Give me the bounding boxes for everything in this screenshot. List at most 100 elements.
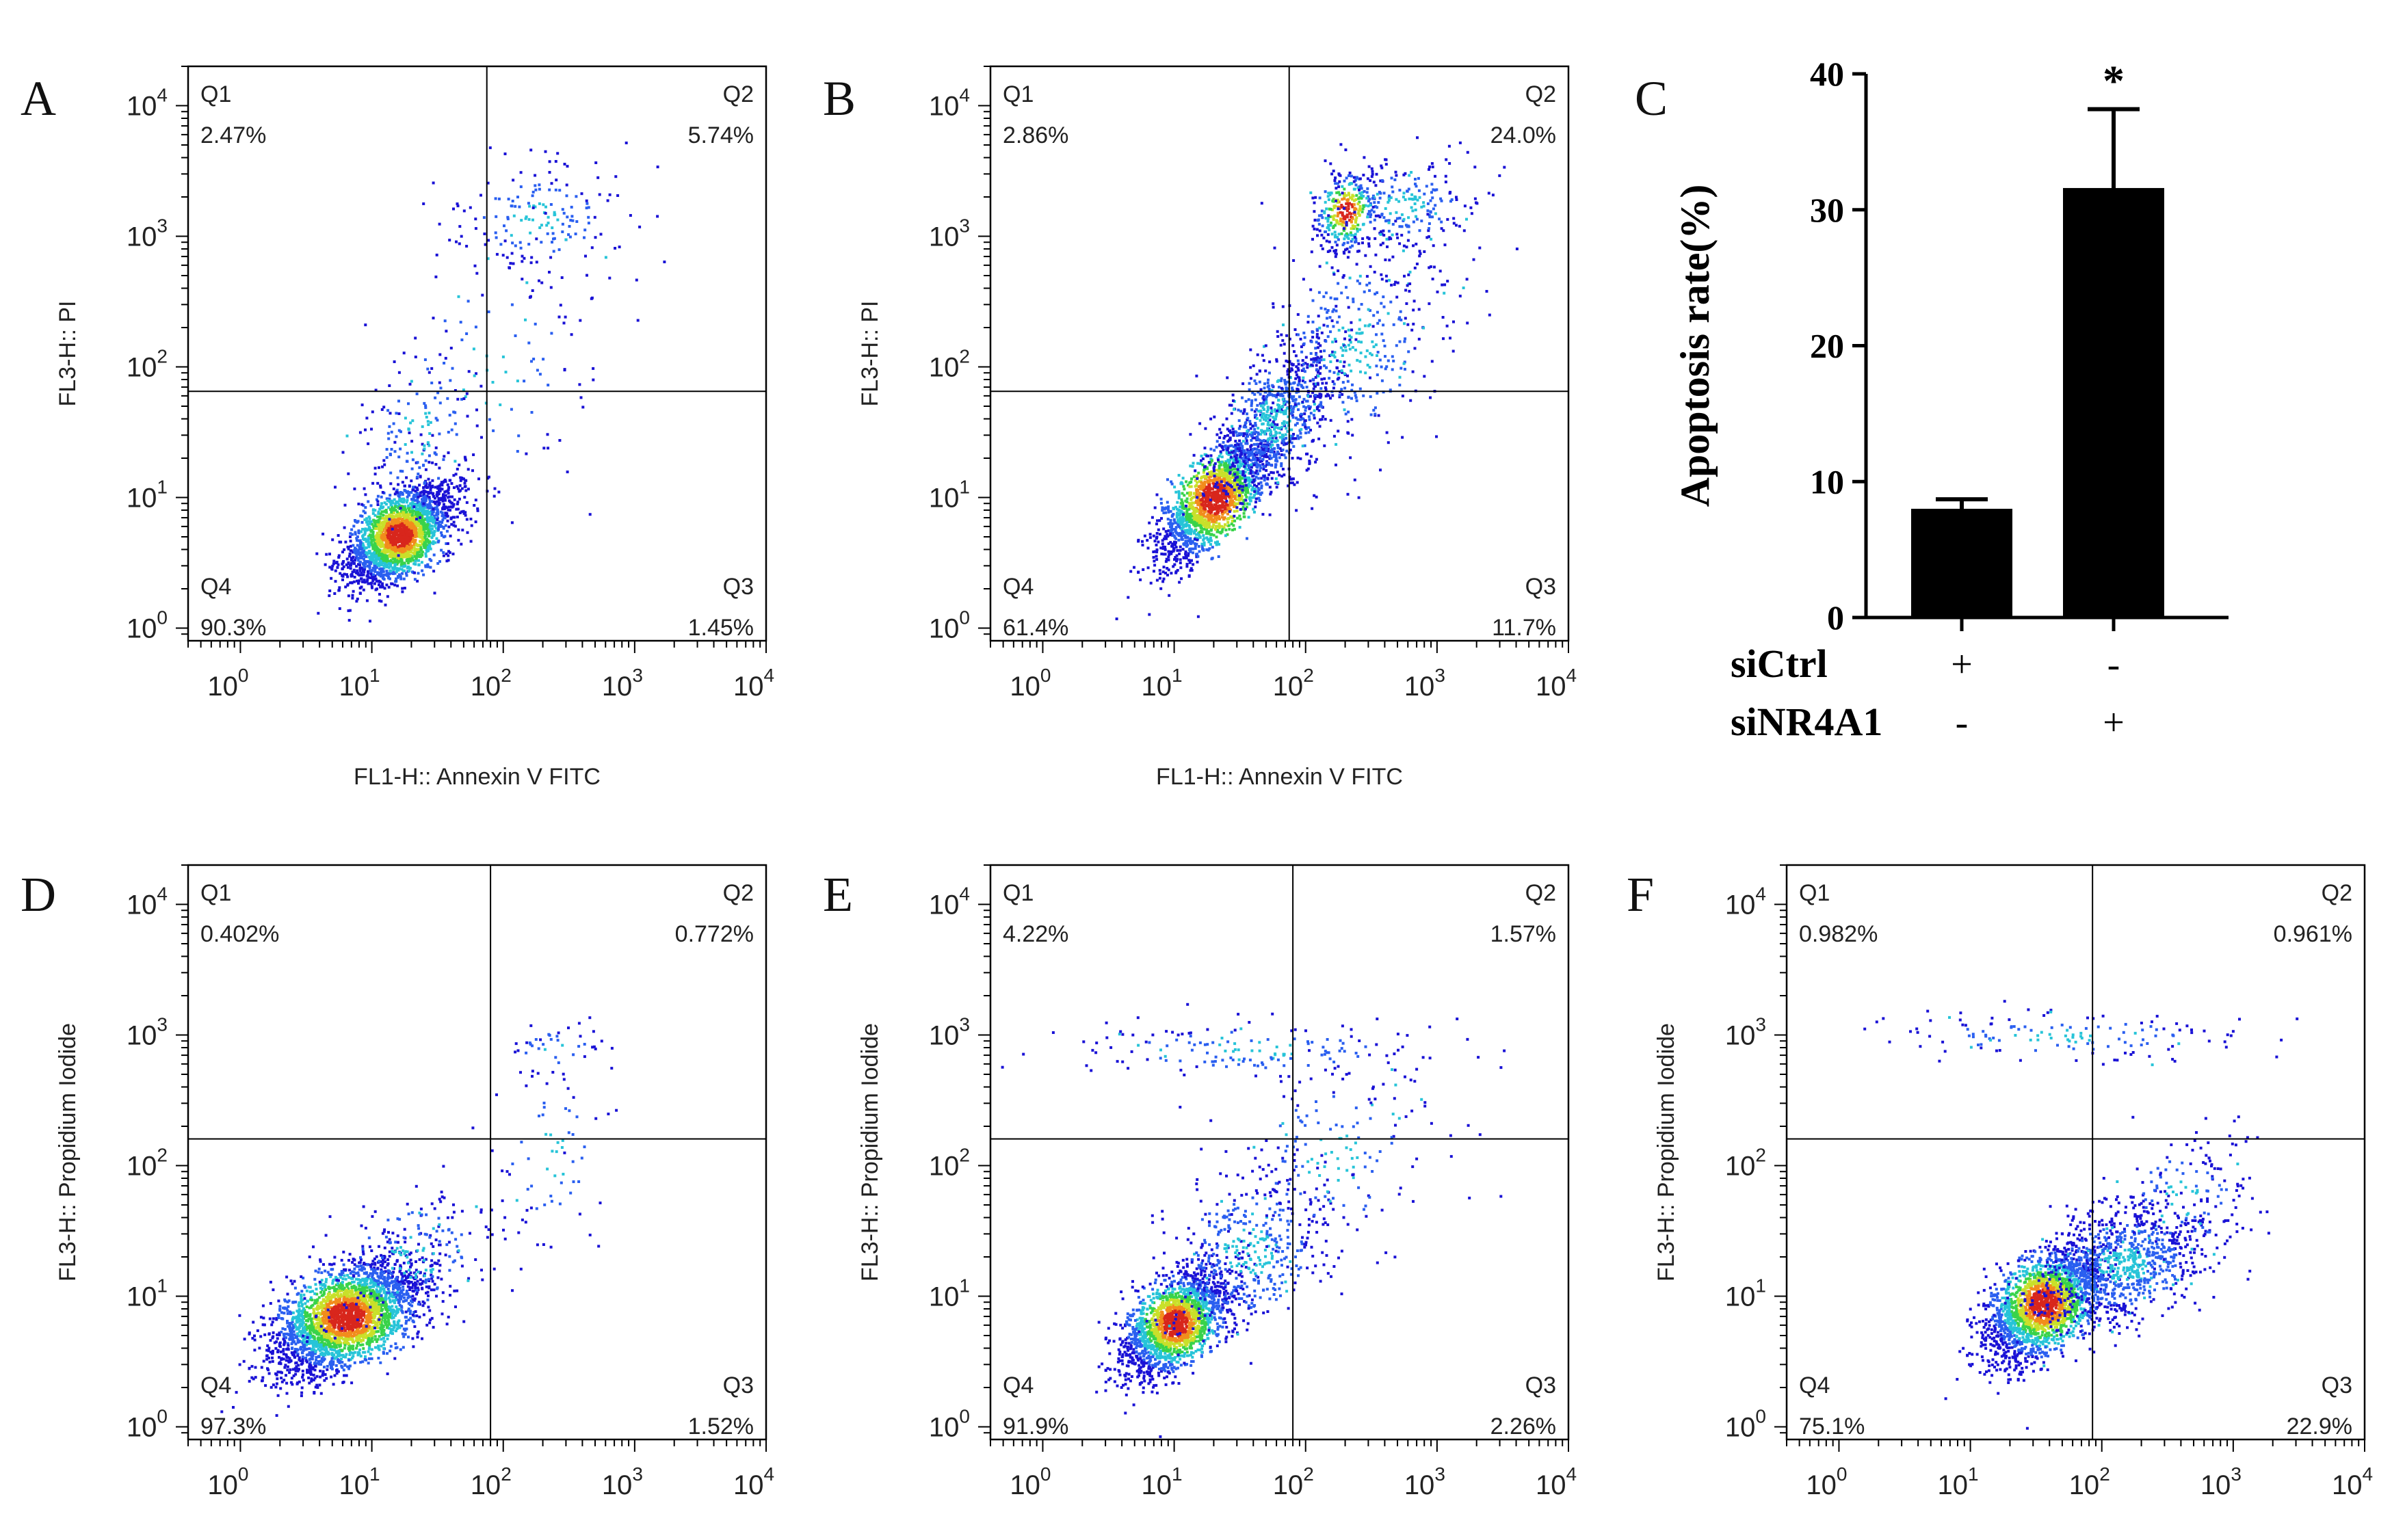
- y-tick-label: 101: [127, 1275, 168, 1312]
- quadrant-percent: 61.4%: [1003, 615, 1068, 641]
- x-tick-label: 100: [207, 1463, 248, 1500]
- panel-f: F 100 101 102 103 104 100 101 102 103 104 Q1 0.982% Q…: [1627, 864, 2373, 1500]
- condition-label: siCtrl: [1731, 641, 1828, 686]
- quadrant-name: Q2: [2322, 880, 2352, 906]
- panel-letter: C: [1635, 71, 1668, 126]
- x-tick-label: 101: [1142, 665, 1183, 702]
- y-tick-label: 40: [1810, 55, 1844, 93]
- y-tick-label: 0: [1827, 598, 1844, 637]
- x-tick-label: 100: [1806, 1463, 1847, 1500]
- quadrant-percent: 91.9%: [1003, 1413, 1068, 1439]
- y-tick-label: 100: [127, 1405, 168, 1442]
- panel-letter: B: [823, 71, 856, 126]
- panel-letter: F: [1627, 867, 1654, 922]
- x-tick-label: 101: [339, 1463, 380, 1500]
- y-tick-label: 30: [1810, 191, 1844, 229]
- y-tick-label: 100: [127, 607, 168, 643]
- quadrant-percent: 24.0%: [1490, 122, 1556, 148]
- y-axis-title: Apoptosis rate(%): [1672, 185, 1718, 507]
- y-axis-title: FL3-H:: Propidium Iodide: [55, 1023, 81, 1282]
- plot-frame: [1785, 864, 2366, 1441]
- y-tick-label: 104: [1725, 883, 1766, 920]
- y-tick-label: 102: [929, 1144, 970, 1181]
- condition-label: siNR4A1: [1731, 700, 1882, 744]
- x-tick-label: 103: [1404, 665, 1445, 702]
- x-tick-label: 102: [471, 1463, 512, 1500]
- condition-mark: +: [1951, 643, 1973, 686]
- y-tick-label: 100: [929, 1405, 970, 1442]
- quadrant-name: Q3: [1525, 1372, 1556, 1398]
- event-dots: [315, 142, 666, 623]
- panel-a: A 100 101 102 103 104 100 101 102 103 104 Q1 2.47% Q2…: [21, 65, 774, 790]
- quadrant-name: Q2: [723, 81, 754, 107]
- panel-d: D 100 101 102 103 104 100 101 102 103 104 Q1 0.402% Q…: [21, 864, 774, 1500]
- quadrant-name: Q4: [200, 1372, 231, 1398]
- y-tick-label: 101: [1725, 1275, 1766, 1312]
- x-tick-label: 102: [2069, 1463, 2110, 1500]
- quadrant-name: Q3: [723, 574, 754, 600]
- significance-star: *: [2103, 57, 2125, 105]
- quadrant-percent: 22.9%: [2287, 1413, 2352, 1439]
- condition-mark: -: [1956, 702, 1969, 744]
- y-axis-title: FL3-H:: PI: [857, 301, 883, 407]
- quadrant-name: Q2: [723, 880, 754, 906]
- y-tick-label: 100: [1725, 1405, 1766, 1442]
- x-tick-label: 100: [207, 665, 248, 702]
- quadrant-percent: 90.3%: [200, 615, 266, 641]
- y-tick-label: 104: [127, 883, 168, 920]
- x-tick-label: 103: [2200, 1463, 2242, 1500]
- quadrant-percent: 97.3%: [200, 1413, 266, 1439]
- quadrant-name: Q1: [1003, 81, 1034, 107]
- y-tick-label: 101: [929, 476, 970, 513]
- quadrant-percent: 1.45%: [688, 615, 754, 641]
- quadrant-percent: 1.52%: [688, 1413, 754, 1439]
- quadrant-name: Q1: [200, 81, 231, 107]
- quadrant-name: Q2: [1525, 880, 1556, 906]
- panel-letter: E: [823, 867, 853, 922]
- panel-b: B 100 101 102 103 104 100 101 102 103 104 Q1 2.86% Q2…: [823, 65, 1577, 790]
- quadrant-percent: 0.961%: [2274, 921, 2352, 947]
- y-tick-label: 102: [127, 345, 168, 382]
- quadrant-name: Q3: [2322, 1372, 2352, 1398]
- quadrant-percent: 5.74%: [688, 122, 754, 148]
- y-tick-label: 103: [1725, 1013, 1766, 1050]
- quadrant-name: Q1: [1799, 880, 1830, 906]
- quadrant-percent: 0.772%: [675, 921, 754, 947]
- condition-mark: +: [2103, 702, 2125, 744]
- x-tick-label: 104: [733, 665, 774, 702]
- y-tick-label: 103: [127, 1013, 168, 1050]
- y-tick-label: 103: [127, 215, 168, 252]
- event-dots: [1863, 1000, 2299, 1430]
- plot-frame: [187, 65, 767, 642]
- y-tick-label: 104: [929, 883, 970, 920]
- y-tick-label: 102: [1725, 1144, 1766, 1181]
- quadrant-percent: 0.982%: [1799, 921, 1878, 947]
- y-tick-label: 103: [929, 215, 970, 252]
- quadrant-name: Q1: [200, 880, 231, 906]
- y-tick-label: 104: [127, 84, 168, 121]
- x-tick-label: 103: [1404, 1463, 1445, 1500]
- quadrant-name: Q4: [1799, 1372, 1830, 1398]
- panel-letter: A: [21, 71, 56, 126]
- y-axis-title: FL3-H:: Propidium Iodide: [1653, 1023, 1679, 1282]
- event-dots: [1115, 136, 1519, 620]
- event-dots: [220, 1016, 618, 1417]
- y-tick-label: 104: [929, 84, 970, 121]
- quadrant-percent: 2.86%: [1003, 122, 1068, 148]
- quadrant-percent: 1.57%: [1490, 921, 1556, 947]
- panel-letter: D: [21, 867, 56, 922]
- y-axis-title: FL3-H:: Propidium Iodide: [857, 1023, 883, 1282]
- bar: [2063, 187, 2164, 618]
- panel-c: C 0 10 20 30 40 * Apoptosis rate(%) siCtrl + - siNR…: [1635, 55, 2229, 744]
- quadrant-percent: 11.7%: [1492, 615, 1556, 641]
- y-tick-label: 20: [1810, 327, 1844, 365]
- condition-mark: -: [2107, 643, 2120, 686]
- x-tick-label: 101: [339, 665, 380, 702]
- x-axis-title: FL1-H:: Annexin V FITC: [1156, 764, 1403, 790]
- x-tick-label: 104: [733, 1463, 774, 1500]
- quadrant-percent: 0.402%: [200, 921, 279, 947]
- x-tick-label: 104: [1536, 1463, 1577, 1500]
- quadrant-name: Q4: [200, 574, 231, 600]
- bar: [1911, 509, 2012, 618]
